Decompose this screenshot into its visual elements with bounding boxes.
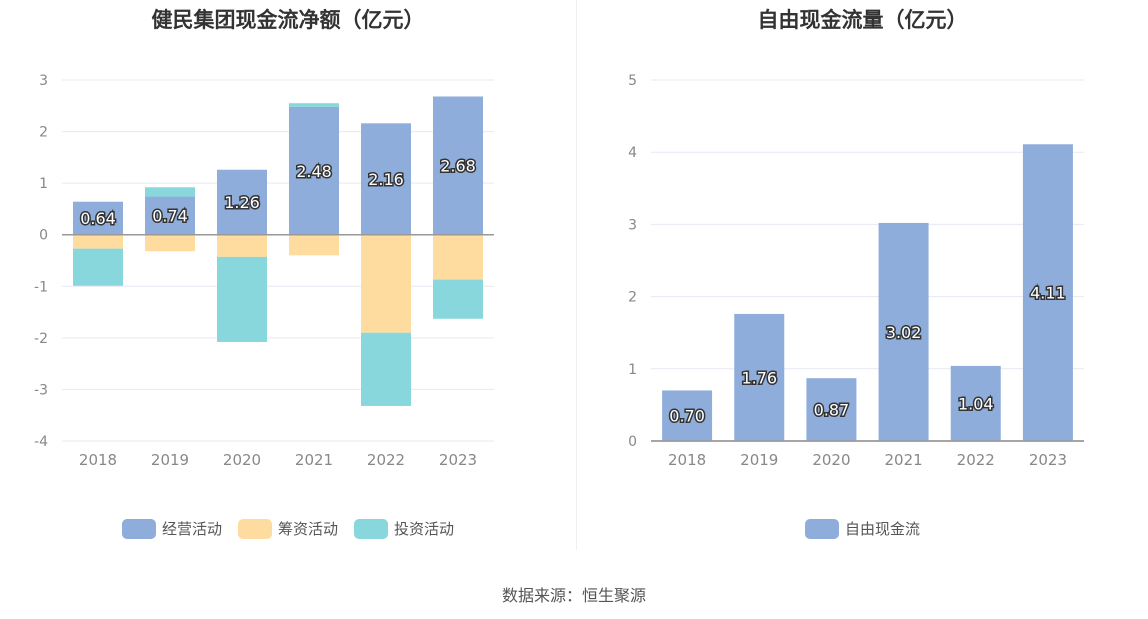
bar-自由现金流 <box>662 390 713 441</box>
bar-经营活动 <box>73 201 123 235</box>
bar-自由现金流 <box>1022 144 1073 441</box>
bar-筹资活动 <box>433 234 483 280</box>
bar-经营活动 <box>217 169 267 235</box>
net-cash-flow-chart: 3 2 1 0 -1 -2 -3 -4 0.64 0.74 1.26 2.48 2.16 2.68 2018… <box>34 73 494 469</box>
legend-item[interactable]: 自由现金流 <box>804 518 920 539</box>
data-label: 2.48 <box>296 162 332 181</box>
y-tick-label: -4 <box>34 434 48 450</box>
bar-投资活动 <box>145 187 195 197</box>
y-tick-label: -2 <box>34 331 48 347</box>
x-tick-label: 2018 <box>79 451 117 469</box>
bar-筹资活动 <box>217 234 267 257</box>
legend-label: 经营活动 <box>161 520 222 538</box>
data-label: 1.04 <box>958 394 994 413</box>
data-label: 4.11 <box>1030 284 1066 303</box>
data-label: 2.16 <box>368 170 404 189</box>
right-chart-title: 自由现金流量（亿元） <box>757 8 968 32</box>
bar-经营活动 <box>361 123 411 235</box>
x-tick-label: 2023 <box>1029 451 1067 469</box>
x-tick-label: 2020 <box>223 451 261 469</box>
data-label: 2.68 <box>440 157 476 176</box>
data-label: 3.02 <box>886 323 922 342</box>
bar-经营活动 <box>289 106 339 235</box>
legend-swatch <box>804 518 839 539</box>
y-tick-label: 4 <box>628 145 637 161</box>
bar-自由现金流 <box>878 222 929 441</box>
bar-投资活动 <box>289 103 339 107</box>
data-label: 0.64 <box>80 209 116 228</box>
free-cash-flow-chart: 5 4 3 2 1 0 0.70 1.76 0.87 3.02 1.04 4.11 2018 2019 20… <box>628 73 1084 469</box>
y-tick-label: -3 <box>34 382 48 398</box>
data-label: 0.70 <box>669 407 705 426</box>
data-label: 0.87 <box>814 401 850 420</box>
data-label: 1.26 <box>224 193 260 212</box>
legend-item[interactable]: 经营活动 <box>121 518 222 539</box>
x-tick-label: 2023 <box>439 451 477 469</box>
legend-item[interactable]: 筹资活动 <box>237 518 338 539</box>
y-tick-label: 1 <box>628 362 637 378</box>
bar-投资活动 <box>433 279 483 319</box>
bar-经营活动 <box>433 96 483 235</box>
x-tick-label: 2022 <box>957 451 995 469</box>
legend-swatch <box>237 518 272 539</box>
y-tick-label: 0 <box>39 228 48 244</box>
bar-筹资活动 <box>145 234 195 252</box>
data-label: 1.76 <box>741 368 777 387</box>
right-chart-panel: 自由现金流量（亿元） 5 4 3 2 1 0 0.70 1.76 0.87 3.02 1.04 4.1… <box>577 0 1148 550</box>
x-tick-label: 2022 <box>367 451 405 469</box>
y-tick-label: 2 <box>628 290 637 306</box>
x-tick-label: 2018 <box>668 451 706 469</box>
bar-筹资活动 <box>361 234 411 333</box>
bar-经营活动 <box>145 196 195 235</box>
legend-swatch <box>354 518 388 539</box>
bar-自由现金流 <box>806 378 857 441</box>
x-tick-label: 2021 <box>884 451 922 469</box>
bar-投资活动 <box>217 256 267 342</box>
data-source-note: 数据来源：恒生聚源 <box>501 586 646 605</box>
left-chart-legend: 经营活动 筹资活动 投资活动 <box>0 518 576 539</box>
legend-label: 筹资活动 <box>277 520 338 538</box>
bar-投资活动 <box>361 332 411 406</box>
y-tick-label: 0 <box>628 434 637 450</box>
legend-label: 自由现金流 <box>844 520 920 538</box>
left-chart-title: 健民集团现金流净额（亿元） <box>151 8 425 32</box>
y-tick-label: 1 <box>39 176 48 192</box>
legend-swatch <box>121 518 156 539</box>
bar-投资活动 <box>73 248 123 286</box>
panel-divider <box>576 0 577 550</box>
y-tick-label: 2 <box>39 125 48 141</box>
bar-自由现金流 <box>734 313 785 441</box>
left-chart-panel: 健民集团现金流净额（亿元） 3 2 1 0 -1 -2 -3 -4 0.64 0.74 1.26 2.… <box>0 0 576 550</box>
data-label: 0.74 <box>152 207 188 226</box>
y-tick-label: 3 <box>39 73 48 89</box>
y-tick-label: -1 <box>34 279 48 295</box>
y-tick-label: 5 <box>628 73 637 89</box>
x-tick-label: 2020 <box>812 451 850 469</box>
bar-自由现金流 <box>950 365 1001 441</box>
x-tick-label: 2019 <box>740 451 778 469</box>
bar-筹资活动 <box>289 234 339 256</box>
bar-筹资活动 <box>73 234 123 249</box>
legend-label: 投资活动 <box>394 520 455 538</box>
legend-item[interactable]: 投资活动 <box>354 518 454 539</box>
right-chart-legend: 自由现金流 <box>577 518 1148 539</box>
y-tick-label: 3 <box>628 217 637 233</box>
x-tick-label: 2021 <box>295 451 333 469</box>
x-tick-label: 2019 <box>151 451 189 469</box>
